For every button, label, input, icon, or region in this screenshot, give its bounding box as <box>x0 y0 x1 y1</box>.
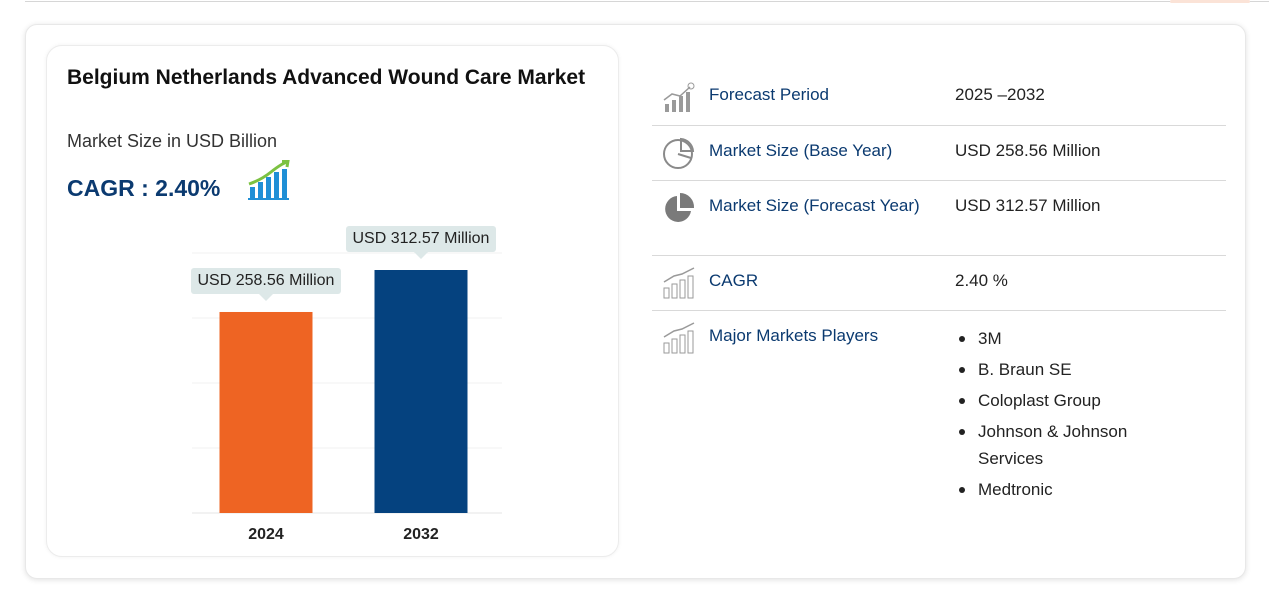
x-tick-label: 2024 <box>248 526 284 543</box>
info-label: Forecast Period <box>709 85 829 104</box>
data-label: USD 312.57 Million <box>345 226 497 259</box>
info-table: Forecast Period 2025 –2032 Market Size (… <box>652 70 1226 511</box>
chart-subtitle: Market Size in USD Billion <box>67 131 278 151</box>
line-chart-icon <box>663 82 695 112</box>
top-accent-bar <box>1170 0 1250 3</box>
info-label: Market Size (Forecast Year) <box>709 196 920 215</box>
top-divider <box>25 1 1269 2</box>
info-label: Major Markets Players <box>709 326 879 345</box>
info-value: 2.40 % <box>955 271 1008 290</box>
chart-card <box>46 45 619 557</box>
chart-title: Belgium Netherlands Advanced Wound Care … <box>67 66 586 89</box>
pie-chart-filled-icon <box>665 192 695 222</box>
data-label: USD 258.56 Million <box>190 267 342 301</box>
bar-growth-icon <box>663 322 695 354</box>
list-item: 3M <box>955 325 1195 352</box>
bar-2032 <box>374 270 468 513</box>
list-item: Johnson & Johnson Services <box>955 418 1195 472</box>
growth-chart-icon <box>248 160 290 200</box>
bar-growth-icon <box>663 267 695 299</box>
list-item: Coloplast Group <box>955 387 1195 414</box>
list-item: B. Braun SE <box>955 356 1195 383</box>
cagr-headline: CAGR : 2.40% <box>67 175 220 202</box>
info-row-players: Major Markets Players 3M B. Braun SE Col… <box>652 311 1226 511</box>
info-label: Market Size (Base Year) <box>709 141 893 160</box>
info-row-cagr: CAGR 2.40 % <box>652 256 1226 311</box>
cagr-text: CAGR : 2.40% <box>67 175 221 201</box>
pie-chart-outline-icon <box>663 137 695 169</box>
info-row-forecast-year: Market Size (Forecast Year) USD 312.57 M… <box>652 181 1226 256</box>
info-label: CAGR <box>709 271 759 290</box>
bar-2024 <box>219 311 313 513</box>
x-tick-label: 2032 <box>403 526 439 543</box>
list-item: Medtronic <box>955 476 1195 503</box>
info-value: 2025 –2032 <box>955 85 1045 104</box>
info-value: USD 258.56 Million <box>955 141 1101 160</box>
info-row-base-year: Market Size (Base Year) USD 258.56 Milli… <box>652 126 1226 181</box>
info-value: USD 312.57 Million <box>955 196 1101 215</box>
info-row-forecast-period: Forecast Period 2025 –2032 <box>652 70 1226 126</box>
players-list: 3M B. Braun SE Coloplast Group Johnson &… <box>955 325 1195 507</box>
bar-chart: 2024 2032 <box>192 252 502 543</box>
